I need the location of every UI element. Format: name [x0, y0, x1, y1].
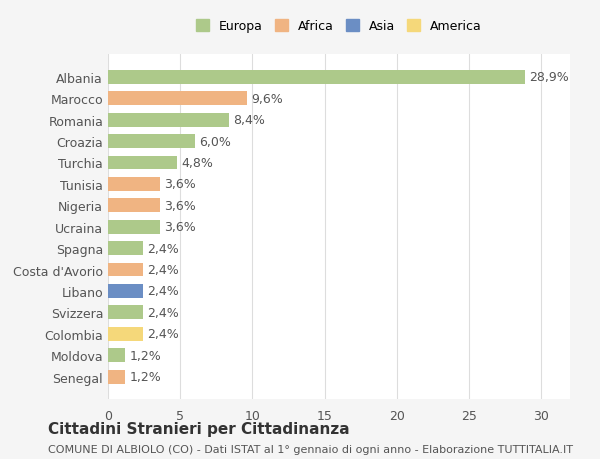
Bar [108, 306, 143, 319]
Bar [108, 348, 125, 362]
Bar [108, 135, 194, 149]
Text: Cittadini Stranieri per Cittadinanza: Cittadini Stranieri per Cittadinanza [48, 421, 350, 436]
Text: 8,4%: 8,4% [233, 114, 265, 127]
Text: 3,6%: 3,6% [164, 178, 196, 191]
Text: 2,4%: 2,4% [147, 263, 179, 276]
Bar [108, 71, 525, 84]
Text: 3,6%: 3,6% [164, 221, 196, 234]
Text: 2,4%: 2,4% [147, 285, 179, 298]
Text: 1,2%: 1,2% [130, 349, 161, 362]
Bar [108, 327, 143, 341]
Text: 2,4%: 2,4% [147, 242, 179, 255]
Bar [108, 156, 178, 170]
Bar [108, 178, 160, 191]
Text: 3,6%: 3,6% [164, 199, 196, 213]
Text: 9,6%: 9,6% [251, 93, 283, 106]
Text: 1,2%: 1,2% [130, 370, 161, 383]
Text: 2,4%: 2,4% [147, 328, 179, 341]
Bar [108, 241, 143, 256]
Bar [108, 92, 247, 106]
Bar [108, 113, 229, 127]
Text: 6,0%: 6,0% [199, 135, 231, 148]
Bar [108, 220, 160, 234]
Bar [108, 263, 143, 277]
Text: COMUNE DI ALBIOLO (CO) - Dati ISTAT al 1° gennaio di ogni anno - Elaborazione TU: COMUNE DI ALBIOLO (CO) - Dati ISTAT al 1… [48, 444, 573, 454]
Bar [108, 199, 160, 213]
Bar [108, 284, 143, 298]
Legend: Europa, Africa, Asia, America: Europa, Africa, Asia, America [193, 17, 485, 37]
Bar [108, 370, 125, 384]
Text: 28,9%: 28,9% [530, 71, 569, 84]
Text: 4,8%: 4,8% [182, 157, 214, 170]
Text: 2,4%: 2,4% [147, 306, 179, 319]
